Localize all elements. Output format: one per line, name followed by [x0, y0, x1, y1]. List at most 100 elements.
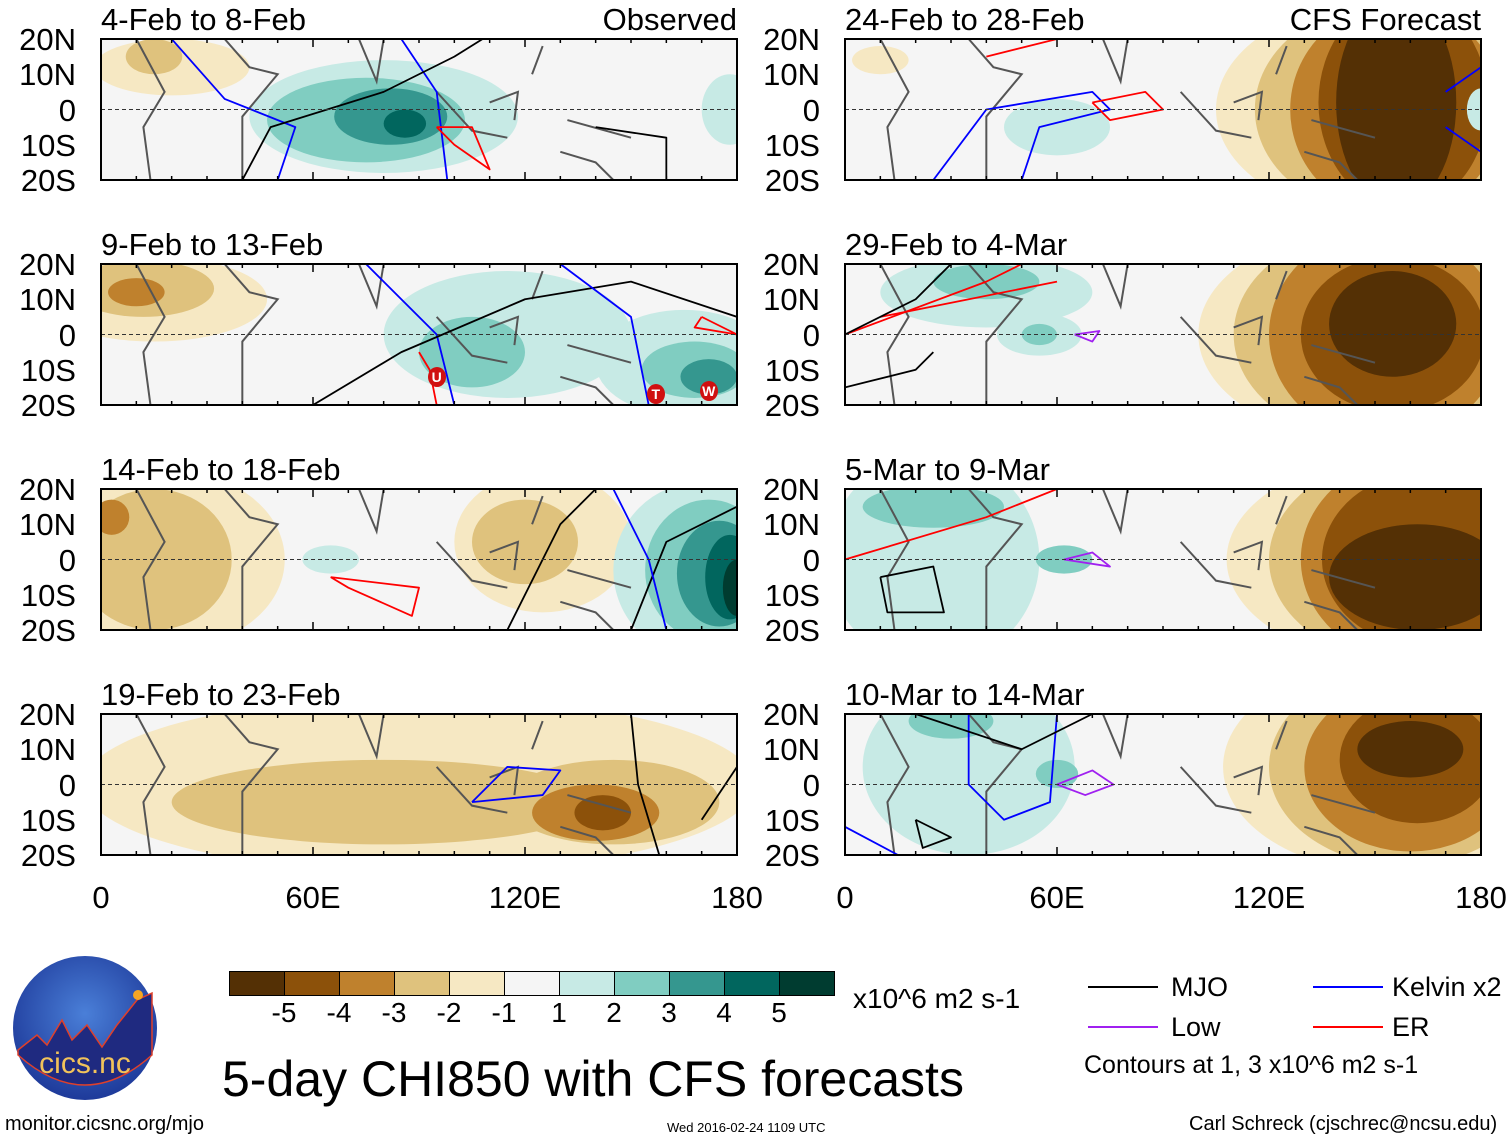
lat-tick-label: 0 — [58, 92, 76, 128]
anomaly-shading — [680, 359, 737, 395]
lat-tick-label: 0 — [802, 92, 820, 128]
legend-line-er — [1313, 1026, 1383, 1028]
wave-contour — [845, 489, 1058, 561]
anomaly-shading — [1336, 39, 1457, 180]
colorbar-swatch — [725, 972, 780, 995]
lat-tick-label: 10S — [20, 802, 76, 838]
colorbar-tick-label: 3 — [661, 997, 677, 1028]
wave-contour — [915, 714, 1093, 751]
colorbar-tick-label: -3 — [381, 997, 407, 1028]
lat-tick-label: 20N — [19, 697, 76, 732]
wave-contour — [879, 565, 945, 614]
lat-tick-label: 10S — [764, 127, 820, 163]
wave-contour — [914, 818, 952, 849]
legend-label-kelvin: Kelvin x2 — [1392, 972, 1502, 1002]
anomaly-shading — [108, 278, 165, 307]
wave-contour — [1063, 551, 1111, 568]
lat-tick-label: 20N — [763, 22, 820, 57]
anomaly-shading — [125, 39, 183, 75]
coastline — [879, 39, 1376, 180]
lat-tick-label: 20S — [764, 613, 820, 648]
wave-contour — [400, 39, 449, 180]
lat-tick-label: 10N — [19, 732, 76, 768]
wave-contour — [595, 126, 668, 180]
lat-tick-label: 0 — [802, 542, 820, 578]
colorbar-tick-label: -5 — [271, 997, 297, 1028]
map-panel — [100, 263, 738, 406]
map-panel — [844, 488, 1482, 631]
lat-tick-label: 0 — [58, 542, 76, 578]
colorbar-swatch — [670, 972, 725, 995]
anomaly-shading — [1329, 271, 1457, 377]
lon-tick-label: 120E — [1232, 880, 1306, 915]
lat-tick-label: 20S — [20, 163, 76, 198]
lat-tick-label: 20S — [20, 838, 76, 873]
lat-tick-label: 20N — [19, 247, 76, 282]
panel-title: 4-Feb to 8-Feb — [101, 2, 307, 37]
panel-source-label: CFS Forecast — [1289, 2, 1481, 37]
anomaly-shading — [862, 489, 1004, 528]
colorbar-tick-label: 2 — [606, 997, 622, 1028]
wave-contour — [845, 826, 899, 855]
lat-tick-label: 20N — [763, 697, 820, 732]
wave-contour — [312, 280, 737, 405]
lat-tick-label: 0 — [802, 767, 820, 803]
lat-tick-label: 10S — [764, 352, 820, 388]
panel-title: 10-Mar to 14-Mar — [845, 677, 1085, 712]
colorbar-tick-label: -4 — [326, 997, 352, 1028]
anomaly-shading — [1357, 721, 1464, 778]
contour-note: Contours at 1, 3 x10^6 m2 s-1 — [1084, 1051, 1419, 1079]
wave-contour — [1445, 126, 1481, 153]
figure-title: 5-day CHI850 with CFS forecasts — [222, 1051, 964, 1107]
legend-line-mjo — [1088, 986, 1158, 988]
lat-tick-label: 10N — [763, 507, 820, 543]
coastline — [879, 489, 1376, 630]
lon-tick-label: 0 — [92, 880, 110, 915]
wave-contour — [845, 264, 1023, 336]
credit: Carl Schreck (cjschrec@ncsu.edu) — [1189, 1113, 1498, 1135]
panel-title: 29-Feb to 4-Mar — [845, 227, 1068, 262]
anomaly-shading — [1466, 88, 1481, 131]
colorbar-swatch — [230, 972, 285, 995]
lon-tick-label: 60E — [1029, 880, 1085, 915]
lon-tick-label: 120E — [488, 880, 562, 915]
wave-contour — [845, 351, 934, 389]
lat-tick-label: 10S — [764, 802, 820, 838]
lat-tick-label: 10N — [19, 282, 76, 318]
anomaly-shading — [574, 795, 631, 831]
panel-title: 19-Feb to 23-Feb — [101, 677, 341, 712]
coastline — [135, 39, 632, 180]
wave-contour — [630, 505, 737, 630]
lat-tick-label: 0 — [802, 317, 820, 353]
wave-contour — [986, 39, 1058, 58]
anomaly-shading — [1329, 524, 1481, 630]
legend-line-kelvin — [1313, 986, 1383, 988]
colorbar-swatch — [450, 972, 505, 995]
colorbar-swatch — [285, 972, 340, 995]
lat-tick-label: 20N — [19, 22, 76, 57]
anomaly-shading — [1021, 323, 1057, 346]
colorbar-swatch — [340, 972, 395, 995]
coastline — [135, 264, 632, 405]
lat-tick-label: 10S — [20, 352, 76, 388]
tropical-cyclone-marker: T — [646, 384, 665, 405]
source-url[interactable]: monitor.cicsnc.org/mjo — [5, 1113, 204, 1135]
colorbar-tick-label: 4 — [716, 997, 732, 1028]
lat-tick-label: 10S — [764, 577, 820, 613]
map-panel — [844, 263, 1482, 406]
anomaly-shading — [722, 559, 737, 616]
colorbar-swatch — [505, 972, 560, 995]
colorbar-tick-label: -1 — [491, 997, 517, 1028]
colorbar-swatch — [615, 972, 670, 995]
wave-contour — [967, 714, 1058, 821]
anomaly-shading — [383, 109, 427, 138]
wave-contour — [693, 316, 737, 336]
colorbar-tick-label: 1 — [551, 997, 567, 1028]
wave-contour — [700, 766, 737, 821]
lon-tick-label: 180 — [711, 880, 763, 915]
lat-tick-label: 20N — [763, 472, 820, 507]
lat-tick-label: 20N — [763, 247, 820, 282]
lat-tick-label: 0 — [58, 317, 76, 353]
map-panel — [844, 713, 1482, 856]
lat-tick-label: 20S — [764, 838, 820, 873]
